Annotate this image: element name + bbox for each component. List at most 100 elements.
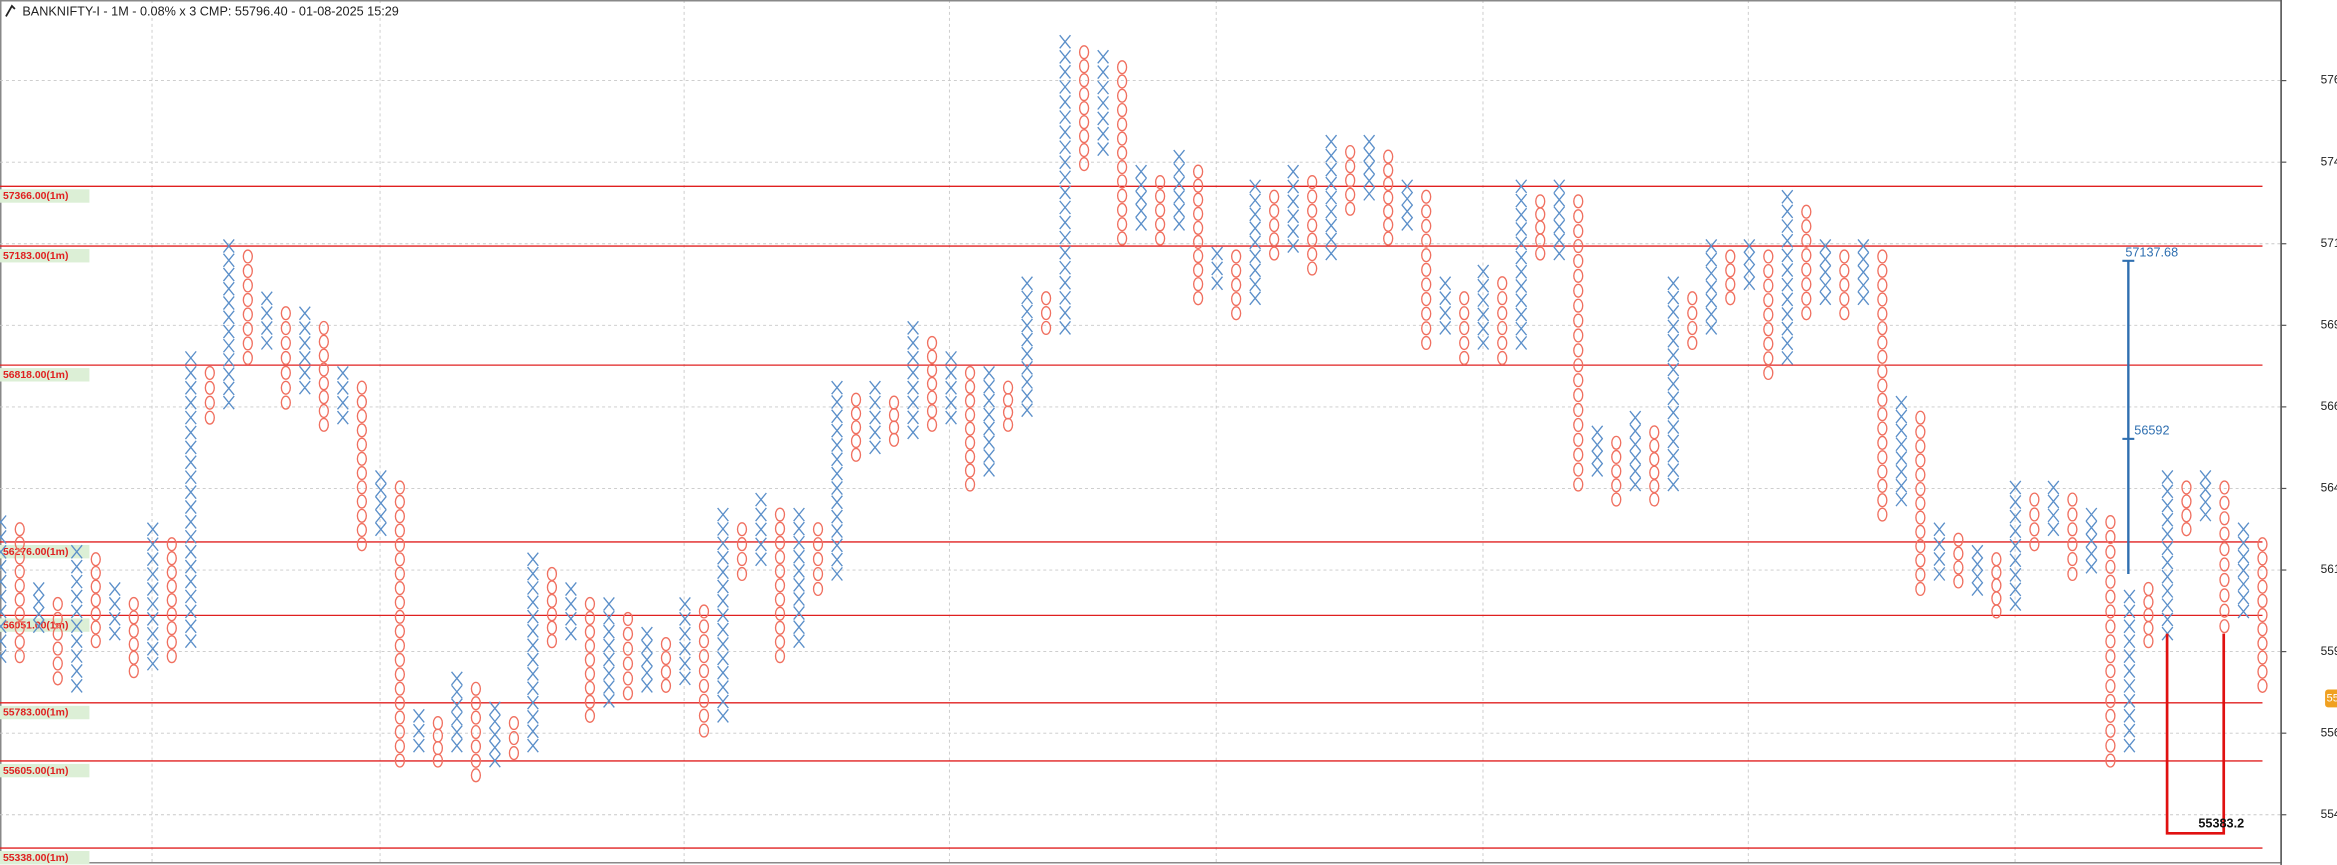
o-column: [584, 596, 596, 723]
x-column: [298, 306, 311, 395]
target-label: 55383.2: [2198, 817, 2244, 831]
cmp-tag: [2325, 689, 2337, 708]
x-column: [1249, 179, 1262, 306]
o-column: [1154, 175, 1166, 246]
o-column: [318, 320, 329, 432]
x-column: [1401, 179, 1414, 231]
x-column: [1819, 239, 1832, 306]
x-column: [1971, 544, 1984, 596]
o-column: [470, 681, 482, 783]
x-column: [2123, 589, 2136, 753]
o-column: [812, 522, 824, 597]
x-column: [907, 320, 919, 440]
x-column: [412, 708, 425, 753]
o-column: [546, 566, 558, 649]
y-tick-label: 561: [2321, 562, 2337, 576]
x-column: [32, 581, 45, 634]
y-tick-label: 559: [2321, 644, 2337, 658]
o-column: [850, 392, 862, 462]
vertical-grid: [151, 0, 2016, 865]
y-tick-label: 569: [2321, 317, 2337, 331]
measure-label: 57137.68: [2125, 246, 2178, 260]
x-column: [1591, 425, 1604, 477]
o-column: [2143, 581, 2154, 649]
x-column: [1021, 276, 1033, 418]
o-column: [166, 537, 177, 664]
o-column: [1116, 60, 1128, 246]
o-column: [1801, 204, 1812, 321]
x-column: [1477, 264, 1490, 350]
x-column: [983, 365, 995, 477]
x-column: [755, 492, 767, 567]
x-column: [603, 596, 615, 708]
o-column: [1535, 194, 1546, 261]
x-column: [1439, 276, 1452, 335]
x-column: [1895, 395, 1908, 507]
x-column: [374, 470, 387, 537]
o-column: [1877, 249, 1888, 522]
x-column: [1553, 179, 1566, 261]
o-column: [1307, 175, 1318, 276]
o-column: [1192, 164, 1204, 306]
y-tick-label: 574: [2321, 154, 2337, 168]
x-column: [869, 380, 881, 455]
o-column: [1421, 189, 1432, 350]
x-column: [2199, 470, 2212, 522]
o-column: [1383, 149, 1394, 246]
o-column: [1839, 249, 1850, 321]
y-tick-label: 571: [2321, 236, 2337, 250]
x-column: [565, 581, 577, 641]
x-column: [1705, 239, 1718, 335]
x-column: [2237, 522, 2250, 619]
o-column: [280, 306, 291, 410]
o-column: [1611, 435, 1622, 507]
o-column: [888, 395, 900, 447]
y-tick-label: 564: [2321, 481, 2337, 495]
level-label: 57366.00(1m): [3, 191, 68, 202]
o-column: [1763, 249, 1774, 381]
o-column: [736, 522, 748, 582]
o-column: [2219, 480, 2230, 634]
o-column: [1269, 189, 1280, 261]
o-column: [926, 335, 938, 432]
o-column: [1002, 380, 1014, 432]
o-column: [2257, 537, 2268, 693]
o-column: [1231, 249, 1242, 321]
o-column: [1991, 552, 2002, 619]
level-label-bg: [0, 763, 90, 778]
level-label: 56276.00(1m): [3, 547, 68, 558]
o-column: [1459, 291, 1470, 366]
o-column: [1915, 410, 1926, 597]
x-column: [1857, 239, 1870, 306]
level-label: 56051.00(1m): [3, 620, 68, 631]
x-column: [489, 701, 501, 768]
x-column: [679, 596, 691, 686]
x-column: [336, 365, 349, 425]
o-column: [2067, 492, 2078, 582]
o-column: [2105, 515, 2116, 768]
x-column: [831, 380, 843, 581]
o-column: [1345, 144, 1356, 216]
level-label-bg: [0, 851, 90, 865]
x-column: [1363, 134, 1376, 201]
x-column: [2085, 507, 2098, 574]
level-label: 55605.00(1m): [3, 766, 68, 777]
o-column: [508, 715, 520, 761]
x-column: [527, 552, 539, 753]
target-bracket: [2165, 633, 2226, 835]
level-label-bg: [0, 618, 90, 632]
o-column: [14, 522, 25, 664]
x-column: [260, 291, 273, 350]
x-column: [1515, 179, 1528, 350]
o-column: [1725, 249, 1736, 306]
level-label-bg: [0, 189, 90, 203]
o-column: [1649, 425, 1660, 507]
y-tick-label: 556: [2321, 725, 2337, 739]
x-column: [1059, 34, 1071, 335]
o-column: [204, 365, 215, 425]
x-column: [1743, 239, 1756, 291]
o-column: [1497, 276, 1508, 366]
o-column: [2181, 480, 2192, 537]
level-label-bg: [0, 368, 90, 382]
